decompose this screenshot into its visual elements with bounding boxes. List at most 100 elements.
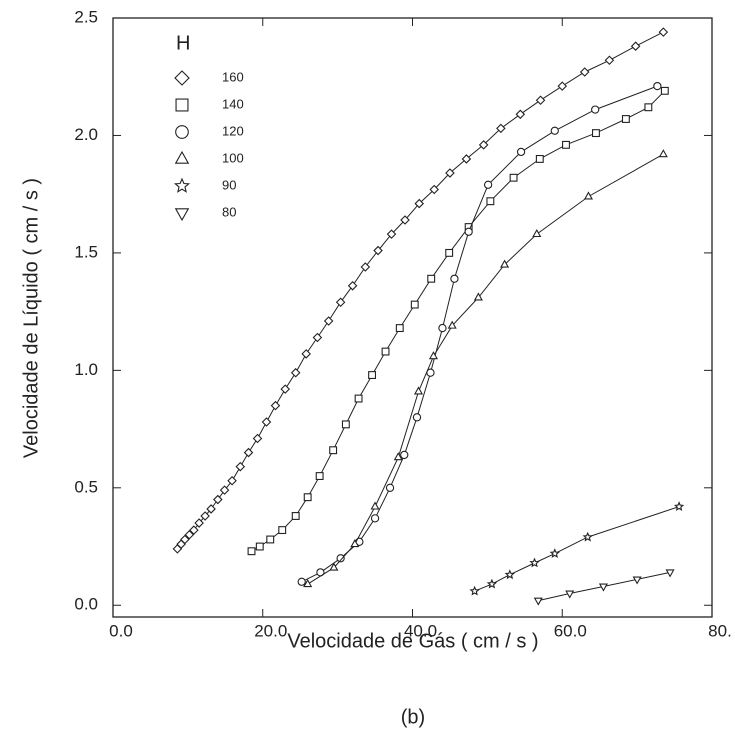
data-point	[447, 320, 457, 329]
data-point	[315, 472, 324, 481]
data-point	[381, 347, 390, 356]
data-point	[427, 274, 436, 283]
data-point	[180, 534, 190, 545]
data-point	[329, 446, 338, 455]
data-point	[658, 27, 669, 37]
data-point	[354, 394, 363, 403]
data-point	[621, 115, 630, 123]
data-point	[529, 557, 540, 568]
data-point	[290, 367, 301, 378]
data-point	[653, 81, 662, 91]
legend-marker	[175, 98, 189, 112]
data-point	[565, 590, 575, 599]
data-point	[473, 292, 483, 301]
data-point	[562, 140, 570, 149]
legend-label: 80	[222, 204, 236, 219]
data-point	[632, 576, 642, 585]
data-point	[189, 525, 199, 535]
data-point	[428, 351, 439, 360]
legend-label: 100	[222, 150, 244, 165]
data-point	[255, 542, 264, 551]
data-point	[410, 300, 419, 309]
data-point	[630, 41, 641, 51]
data-point	[227, 475, 237, 486]
data-point	[278, 526, 287, 535]
data-point	[235, 461, 246, 472]
data-point	[280, 384, 290, 394]
x-axis-title: Velocidade de Gás ( cm / s )	[287, 630, 538, 652]
data-point	[336, 554, 345, 563]
data-point	[509, 173, 518, 182]
data-point	[469, 585, 480, 596]
x-tick-label: 40.0	[404, 621, 437, 640]
legend-label: 120	[222, 123, 244, 138]
data-point	[335, 297, 346, 308]
data-point	[504, 569, 515, 580]
data-point	[370, 501, 380, 510]
data-point	[206, 504, 216, 514]
data-point	[535, 154, 544, 163]
fit-line	[251, 90, 666, 552]
data-point	[200, 511, 210, 521]
data-point	[213, 494, 223, 505]
data-point	[549, 548, 560, 558]
data-point	[291, 512, 300, 520]
y-tick-label: 0.0	[74, 595, 98, 614]
data-point	[393, 452, 403, 461]
legend-marker	[173, 177, 191, 193]
legend-marker	[174, 150, 190, 164]
data-point	[413, 386, 424, 395]
data-point	[515, 109, 526, 120]
data-point	[533, 597, 543, 606]
data-point	[373, 245, 383, 256]
data-point	[598, 583, 608, 592]
data-point	[660, 86, 669, 95]
data-point	[478, 140, 489, 150]
data-point	[644, 103, 653, 112]
data-point	[658, 149, 668, 158]
data-point	[429, 184, 439, 195]
data-point	[550, 126, 559, 135]
y-axis-title: Velocidade de Líquido ( cm / s )	[20, 178, 42, 458]
data-point	[395, 324, 404, 333]
data-point	[270, 400, 281, 411]
data-point	[329, 562, 339, 571]
data-point	[516, 147, 526, 157]
legend-label: 140	[222, 96, 244, 111]
data-point	[461, 154, 472, 164]
data-point	[535, 95, 546, 105]
x-tick-label: 60.0	[554, 621, 587, 640]
data-point	[412, 413, 422, 422]
data-point	[385, 483, 395, 492]
data-point	[532, 228, 542, 238]
data-point	[400, 450, 409, 460]
legend-label: 90	[222, 177, 236, 192]
data-point	[486, 197, 495, 206]
data-point	[582, 531, 593, 542]
data-point	[266, 535, 275, 544]
data-point	[360, 262, 371, 272]
data-point	[303, 493, 312, 502]
data-point	[496, 123, 506, 134]
data-point	[445, 168, 455, 178]
x-tick-label: 0.0	[109, 621, 133, 640]
data-point	[301, 349, 311, 359]
data-point	[665, 569, 675, 578]
data-point	[486, 578, 498, 589]
data-point	[579, 67, 590, 77]
data-point	[400, 215, 410, 225]
fit-line	[474, 506, 680, 592]
y-tick-label: 2.0	[74, 125, 98, 144]
legend-marker	[175, 125, 189, 139]
data-point	[414, 198, 425, 209]
data-point	[438, 323, 447, 333]
x-tick-label: 80.	[708, 621, 732, 640]
y-tick-label: 2.5	[74, 7, 98, 26]
data-point	[347, 281, 358, 291]
data-point	[312, 332, 323, 343]
y-tick-label: 1.0	[74, 360, 98, 379]
legend-marker	[174, 208, 190, 222]
y-tick-label: 0.5	[74, 477, 98, 496]
data-point	[219, 485, 230, 495]
data-point	[591, 129, 600, 138]
